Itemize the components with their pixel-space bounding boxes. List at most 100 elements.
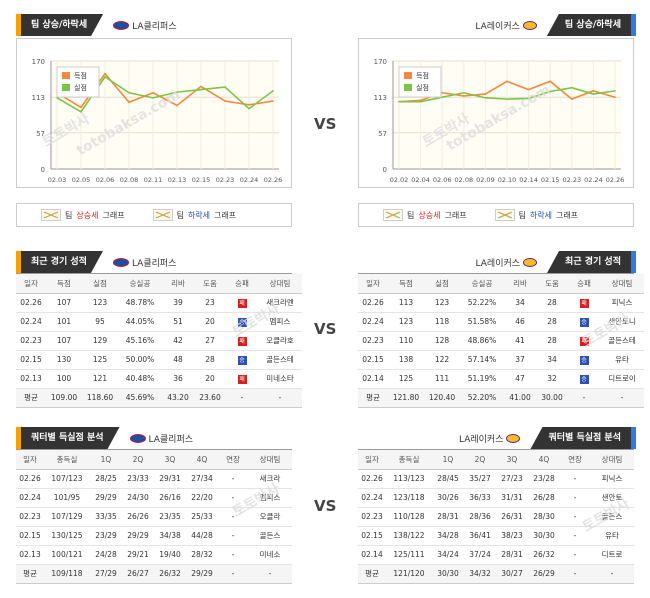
column-header: 4Q bbox=[528, 450, 560, 470]
x-tick-label: 02.26 bbox=[606, 176, 625, 184]
table-cell: - bbox=[568, 388, 600, 408]
table-cell: 19/40 bbox=[154, 545, 186, 565]
table-row: 02.23 107 129 45.16% 42 27 패 오클라호 bbox=[16, 331, 302, 351]
table-cell: 43.20 bbox=[162, 388, 194, 408]
data-point bbox=[398, 100, 400, 103]
column-header: 실점 bbox=[424, 274, 460, 294]
table-cell: 승 bbox=[226, 312, 258, 332]
table-cell: 138 bbox=[388, 350, 424, 370]
data-point bbox=[527, 88, 530, 91]
table-cell: 멤피스 bbox=[258, 312, 302, 332]
loss-badge: 패 bbox=[237, 298, 247, 308]
x-tick-label: 02.24 bbox=[584, 176, 603, 184]
clippers-logo-icon bbox=[112, 257, 129, 267]
table-cell: - bbox=[218, 564, 248, 584]
down-graph-icon bbox=[152, 209, 173, 221]
down-legend-team: 팀 bbox=[176, 210, 184, 220]
table-cell: 02.15 bbox=[16, 350, 46, 370]
table-cell: 28/31 bbox=[496, 545, 528, 565]
table-cell: 28 bbox=[536, 293, 568, 313]
data-point bbox=[176, 104, 178, 107]
data-point bbox=[128, 101, 130, 104]
table-cell: - bbox=[560, 545, 590, 565]
clippers-logo-icon bbox=[113, 20, 130, 30]
table-cell: 패 bbox=[226, 369, 258, 389]
column-header: 도움 bbox=[536, 274, 568, 294]
table-cell: 101/95 bbox=[44, 488, 90, 508]
table-cell: 미네소 bbox=[248, 545, 292, 565]
left-recent-team-name: LA클리퍼스 bbox=[131, 258, 177, 269]
x-tick-label: 02.03 bbox=[48, 176, 67, 184]
table-cell: 골든스테 bbox=[600, 331, 644, 351]
table-cell: 41 bbox=[504, 331, 536, 351]
table-cell: 42 bbox=[162, 331, 194, 351]
table-cell: 107 bbox=[46, 331, 82, 351]
table-cell: 29/31 bbox=[154, 469, 186, 489]
table-row: 02.23 110/128 28/31 28/36 26/31 28/30- 골든스 bbox=[358, 507, 634, 527]
table-cell: 02.23 bbox=[358, 507, 386, 527]
table-row: 02.24 123 118 51.58% 46 28 승 샌안토니 bbox=[358, 312, 644, 332]
table-cell: 44/28 bbox=[186, 526, 218, 546]
down-graph-icon bbox=[494, 209, 515, 221]
table-cell: 20 bbox=[194, 369, 226, 389]
vs-label-2: VS bbox=[314, 320, 337, 338]
table-cell: 51.58% bbox=[460, 312, 504, 332]
table-cell: 125 bbox=[388, 369, 424, 389]
table-cell: 39 bbox=[162, 293, 194, 313]
table-cell: 48.86% bbox=[460, 331, 504, 351]
table-cell: 48 bbox=[162, 350, 194, 370]
table-cell: 02.13 bbox=[16, 545, 44, 565]
right-trend-title: 팀 상승/하락세 bbox=[546, 14, 636, 36]
data-point bbox=[592, 93, 595, 95]
table-cell: - bbox=[600, 388, 644, 408]
table-cell: 29/21 bbox=[122, 545, 154, 565]
loss-badge: 패 bbox=[237, 374, 247, 384]
right-trend-chart: 0 57 113 170 02.02 02.04 02.06 02.08 02.09 02.10 0… bbox=[358, 38, 634, 188]
table-cell: 24/28 bbox=[90, 545, 122, 565]
x-tick-label: 02.02 bbox=[390, 176, 409, 184]
table-cell: 28 bbox=[536, 331, 568, 351]
x-tick-label: 02.08 bbox=[454, 176, 473, 184]
average-row: 평균 121/120 30/30 34/32 30/27 26/29- - bbox=[358, 564, 634, 584]
table-cell: 평균 bbox=[358, 564, 386, 584]
table-cell: 02.15 bbox=[16, 526, 44, 546]
column-header: 리바 bbox=[162, 274, 194, 294]
column-header: 상대팀 bbox=[600, 274, 644, 294]
table-cell: 37/24 bbox=[464, 545, 496, 565]
table-cell: 29/29 bbox=[90, 488, 122, 508]
column-header: 리바 bbox=[504, 274, 536, 294]
data-point bbox=[248, 104, 250, 106]
table-cell: 24/30 bbox=[122, 488, 154, 508]
data-point bbox=[80, 111, 82, 113]
table-cell: 샌안토 bbox=[590, 488, 634, 508]
down-legend-graph: 그래프 bbox=[214, 210, 237, 220]
x-tick-label: 02.10 bbox=[498, 176, 517, 184]
left-graph-legend: 팀 상승세 그래프 팀 하락세 그래프 bbox=[16, 203, 292, 227]
table-cell: 28/31 bbox=[432, 507, 464, 527]
left-recent-divider bbox=[16, 273, 292, 274]
table-cell: - bbox=[218, 469, 248, 489]
legend-label: 득점 bbox=[74, 72, 87, 80]
table-cell: 23.60 bbox=[194, 388, 226, 408]
left-team-name: LA클리퍼스 bbox=[132, 21, 177, 32]
win-badge: 승 bbox=[237, 355, 247, 365]
table-row: 02.26 107/123 28/25 23/33 29/31 27/34- 새크라 bbox=[16, 469, 292, 489]
table-cell: 멤피스 bbox=[248, 488, 292, 508]
table-cell: 27/34 bbox=[186, 469, 218, 489]
table-cell: 골든스 bbox=[590, 507, 634, 527]
table-cell: 31/31 bbox=[496, 488, 528, 508]
data-point bbox=[152, 91, 154, 94]
table-cell: 승 bbox=[568, 369, 600, 389]
table-row: 02.15 138 122 57.14% 37 34 승 유타 bbox=[358, 350, 644, 370]
left-recent-title: 최근 경기 성적 bbox=[16, 251, 103, 273]
column-header: 1Q bbox=[432, 450, 464, 470]
table-cell: 27/29 bbox=[90, 564, 122, 584]
data-point bbox=[441, 91, 443, 94]
clippers-logo-icon bbox=[129, 433, 146, 443]
data-point bbox=[592, 90, 595, 92]
up-graph-icon bbox=[41, 209, 61, 221]
x-tick-label: 02.09 bbox=[476, 176, 495, 184]
table-cell: 100/121 bbox=[44, 545, 90, 565]
table-cell: 121.80 bbox=[388, 388, 424, 408]
column-header: 총득실 bbox=[44, 450, 90, 470]
